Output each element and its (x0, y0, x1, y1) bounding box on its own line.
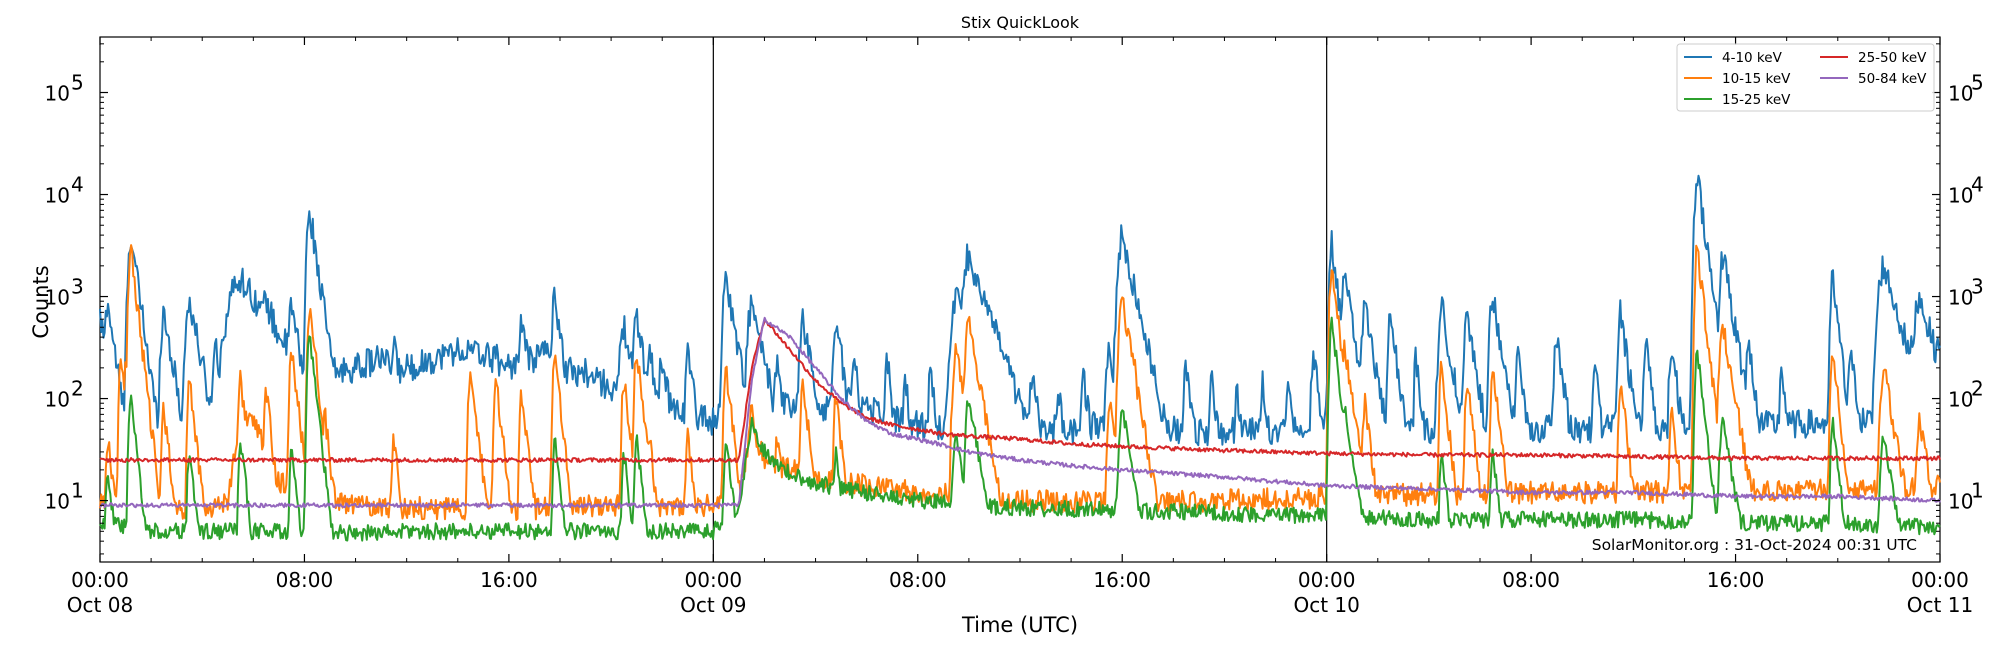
series-line-0 (99, 174, 1941, 447)
y-tick-base-right: 10 (1948, 388, 1973, 412)
y-tick-base-left: 10 (45, 388, 70, 412)
legend-label-0: 4-10 keV (1722, 50, 1783, 66)
series-line-2 (99, 316, 1941, 542)
y-tick-base-left: 10 (45, 286, 70, 310)
legend-item-4: 50-84 keV (1820, 71, 1927, 87)
y-tick-exp-left: 1 (71, 479, 84, 503)
x-tick-label-6: 00:00 (1298, 568, 1356, 592)
x-tick-label-0: 00:00 (71, 568, 129, 592)
legend-label-1: 10-15 keV (1722, 71, 1791, 87)
legend-item-2: 15-25 keV (1684, 92, 1791, 108)
x-tick-date-6: Oct 10 (1293, 593, 1359, 617)
y-axis-label: Counts (29, 265, 53, 338)
y-tick-label-left-3: 10 4 (45, 173, 84, 208)
series-layer (99, 174, 1941, 542)
x-tick-date-0: Oct 08 (67, 593, 133, 617)
legend-item-1: 10-15 keV (1684, 71, 1791, 87)
watermark-annotation: SolarMonitor.org : 31-Oct-2024 00:31 UTC (1592, 536, 1917, 554)
y-tick-exp-right: 3 (1971, 275, 1984, 299)
legend-box (1676, 43, 1935, 112)
y-tick-label-right-3: 104 (1948, 173, 1984, 208)
series-line-4 (99, 316, 1941, 509)
y-tick-base-right: 10 (1948, 82, 1973, 106)
y-tick-label-right-1: 102 (1948, 377, 1984, 412)
plot-frame (99, 36, 1941, 563)
y-tick-base-right: 10 (1948, 286, 1973, 310)
legend-item-3: 25-50 keV (1820, 50, 1927, 66)
y-tick-base-left: 10 (45, 490, 70, 514)
x-tick-label-1: 08:00 (276, 568, 334, 592)
series-line-1 (99, 244, 1941, 521)
series-line-3 (99, 320, 1941, 463)
y-tick-label-left-1: 10 2 (45, 377, 84, 412)
y-tick-exp-right: 1 (1971, 479, 1984, 503)
x-tick-date-3: Oct 09 (680, 593, 746, 617)
y-tick-label-left-0: 10 1 (45, 479, 84, 514)
y-tick-label-right-0: 101 (1948, 479, 1984, 514)
plot-area (99, 36, 1941, 563)
y-tick-exp-right: 2 (1971, 377, 1984, 401)
y-tick-label-right-2: 103 (1948, 275, 1984, 310)
chart-title: Stix QuickLook (961, 13, 1080, 32)
y-tick-base-left: 10 (45, 184, 70, 208)
legend-label-4: 50-84 keV (1858, 71, 1927, 87)
y-tick-label-left-2: 10 3 (45, 275, 84, 310)
x-tick-label-2: 16:00 (480, 568, 538, 592)
y-tick-exp-left: 3 (71, 275, 84, 299)
y-tick-label-right-4: 105 (1948, 71, 1984, 106)
y-tick-exp-left: 5 (71, 71, 84, 95)
legend-label-2: 15-25 keV (1722, 92, 1791, 108)
legend-item-0: 4-10 keV (1684, 50, 1783, 66)
legend-label-3: 25-50 keV (1858, 50, 1927, 66)
x-tick-label-3: 00:00 (685, 568, 743, 592)
x-axis-label: Time (UTC) (961, 613, 1078, 637)
x-tick-label-5: 16:00 (1093, 568, 1151, 592)
x-tick-label-7: 08:00 (1502, 568, 1560, 592)
y-tick-exp-right: 5 (1971, 71, 1984, 95)
y-tick-exp-left: 2 (71, 377, 84, 401)
day-boundary-lines (712, 37, 1328, 562)
y-tick-exp-left: 4 (71, 173, 84, 197)
y-tick-base-right: 10 (1948, 184, 1973, 208)
x-tick-date-9: Oct 11 (1907, 593, 1973, 617)
x-tick-label-9: 00:00 (1911, 568, 1969, 592)
y-tick-label-left-4: 10 5 (45, 71, 84, 106)
x-tick-label-8: 16:00 (1707, 568, 1765, 592)
y-tick-base-left: 10 (45, 82, 70, 106)
x-tick-label-4: 08:00 (889, 568, 947, 592)
legend: 4-10 keV 10-15 keV 15-25 keV 25-50 keV 50-84… (1676, 43, 1935, 112)
y-tick-base-right: 10 (1948, 490, 1973, 514)
y-tick-exp-right: 4 (1971, 173, 1984, 197)
